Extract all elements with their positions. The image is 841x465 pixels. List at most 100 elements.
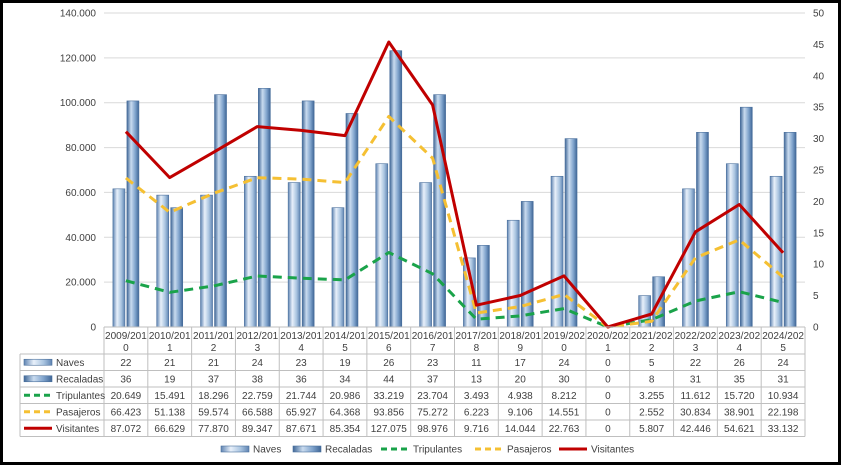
y-right-tick-label: 20 bbox=[813, 197, 825, 208]
table-key-recaladas bbox=[23, 375, 53, 383]
table-cell-value: 35 bbox=[734, 374, 746, 385]
table-cell-value: 59.574 bbox=[198, 407, 229, 418]
table-cell-value: 24 bbox=[778, 358, 790, 369]
x-category-label: 2014/201 bbox=[324, 331, 366, 342]
table-cell-value: 89.347 bbox=[242, 424, 273, 435]
table-cell-value: 15.720 bbox=[724, 391, 755, 402]
y-right-tick-label: 5 bbox=[813, 291, 819, 302]
table-cell-value: 127.075 bbox=[371, 424, 408, 435]
table-cell-value: 9.106 bbox=[508, 407, 533, 418]
table-cell-value: 24 bbox=[252, 358, 264, 369]
x-category-label: 0 bbox=[561, 343, 567, 354]
x-category-label: 2023/202 bbox=[718, 331, 760, 342]
table-cell-value: 11 bbox=[471, 358, 482, 369]
table-cell-value: 0 bbox=[605, 391, 611, 402]
y-right-tick-label: 45 bbox=[813, 40, 825, 51]
table-cell-value: 77.870 bbox=[198, 424, 229, 435]
table-cell-value: 85.354 bbox=[330, 424, 361, 435]
table-cell-value: 38.901 bbox=[724, 407, 755, 418]
table-cell-value: 3.493 bbox=[464, 391, 489, 402]
x-category-label: 2024/202 bbox=[762, 331, 804, 342]
x-category-label: 2017/201 bbox=[456, 331, 498, 342]
y-right-tick-label: 15 bbox=[813, 228, 825, 239]
table-cell-value: 30.834 bbox=[680, 407, 711, 418]
table-cell-value: 6.223 bbox=[464, 407, 489, 418]
table-cell-value: 51.138 bbox=[154, 407, 185, 418]
y-right-tick-label: 50 bbox=[813, 9, 825, 20]
x-category-label: 4 bbox=[298, 343, 304, 354]
table-cell-value: 64.368 bbox=[330, 407, 361, 418]
table-cell-value: 24 bbox=[558, 358, 570, 369]
table-cell-value: 14.044 bbox=[505, 424, 536, 435]
table-series-name: Visitantes bbox=[56, 424, 99, 435]
table-cell-value: 22 bbox=[690, 358, 702, 369]
table-cell-value: 22.763 bbox=[549, 424, 580, 435]
y-left-tick-label: 60.000 bbox=[65, 188, 96, 199]
table-cell-value: 26 bbox=[383, 358, 395, 369]
x-category-label: 2022/202 bbox=[675, 331, 717, 342]
table-cell-value: 22.198 bbox=[768, 407, 799, 418]
bar-recaladas bbox=[258, 88, 271, 328]
table-cell-value: 22 bbox=[120, 358, 132, 369]
table-cell-value: 37 bbox=[208, 374, 220, 385]
table-cell-value: 0 bbox=[605, 358, 611, 369]
bar-naves bbox=[725, 163, 739, 328]
bar-naves bbox=[550, 175, 564, 328]
x-category-label: 5 bbox=[780, 343, 786, 354]
table-cell-value: 9.716 bbox=[464, 424, 489, 435]
y-right-tick-label: 35 bbox=[813, 103, 825, 114]
bar-naves bbox=[331, 207, 345, 328]
y-right-tick-label: 25 bbox=[813, 166, 825, 177]
table-series-name: Tripulantes bbox=[56, 391, 105, 402]
bar-recaladas bbox=[389, 50, 403, 328]
table-key-naves bbox=[23, 358, 53, 366]
table-cell-value: 2.552 bbox=[639, 407, 664, 418]
table-cell-value: 22.759 bbox=[242, 391, 273, 402]
x-category-label: 1 bbox=[605, 343, 611, 354]
table-cell-value: 87.072 bbox=[111, 424, 142, 435]
x-category-label: 2019/202 bbox=[543, 331, 585, 342]
x-category-label: 2 bbox=[649, 343, 655, 354]
x-category-label: 8 bbox=[474, 343, 480, 354]
table-cell-value: 37 bbox=[427, 374, 439, 385]
table-cell-value: 20.649 bbox=[111, 391, 142, 402]
table-cell-value: 15.491 bbox=[154, 391, 185, 402]
y-right-tick-label: 10 bbox=[813, 260, 825, 271]
y-left-tick-label: 40.000 bbox=[65, 233, 96, 244]
table-cell-value: 23.704 bbox=[417, 391, 448, 402]
legend-label: Recaladas bbox=[325, 445, 372, 456]
table-cell-value: 21 bbox=[164, 358, 176, 369]
bar-naves bbox=[244, 175, 257, 328]
table-cell-value: 65.927 bbox=[286, 407, 317, 418]
bar-recaladas bbox=[783, 132, 797, 328]
table-cell-value: 21.744 bbox=[286, 391, 317, 402]
table-cell-value: 75.272 bbox=[417, 407, 448, 418]
table-series-name: Naves bbox=[56, 358, 84, 369]
x-category-label: 2015/201 bbox=[368, 331, 410, 342]
table-cell-value: 26 bbox=[734, 358, 746, 369]
bar-recaladas bbox=[520, 201, 534, 328]
table-cell-value: 98.976 bbox=[417, 424, 448, 435]
table-cell-value: 0 bbox=[605, 407, 611, 418]
legend-label: Visitantes bbox=[591, 445, 634, 456]
legend-key-recaladas bbox=[292, 445, 322, 453]
x-category-label: 2013/201 bbox=[280, 331, 322, 342]
legend-label: Naves bbox=[253, 445, 281, 456]
table-cell-value: 87.671 bbox=[286, 424, 317, 435]
x-category-label: 6 bbox=[386, 343, 392, 354]
table-cell-value: 8 bbox=[649, 374, 655, 385]
table-cell-value: 30 bbox=[558, 374, 570, 385]
bar-naves bbox=[112, 188, 126, 328]
table-cell-value: 54.621 bbox=[724, 424, 755, 435]
table-cell-value: 5.807 bbox=[639, 424, 664, 435]
table-cell-value: 5 bbox=[649, 358, 655, 369]
table-cell-value: 23 bbox=[427, 358, 439, 369]
table-cell-value: 31 bbox=[690, 374, 702, 385]
table-cell-value: 13 bbox=[471, 374, 483, 385]
table-cell-value: 19 bbox=[339, 358, 351, 369]
table-cell-value: 0 bbox=[605, 424, 611, 435]
y-right-tick-label: 40 bbox=[813, 71, 825, 82]
line-tripulantes bbox=[125, 251, 784, 329]
bar-recaladas bbox=[214, 94, 227, 328]
table-cell-value: 8.212 bbox=[552, 391, 577, 402]
